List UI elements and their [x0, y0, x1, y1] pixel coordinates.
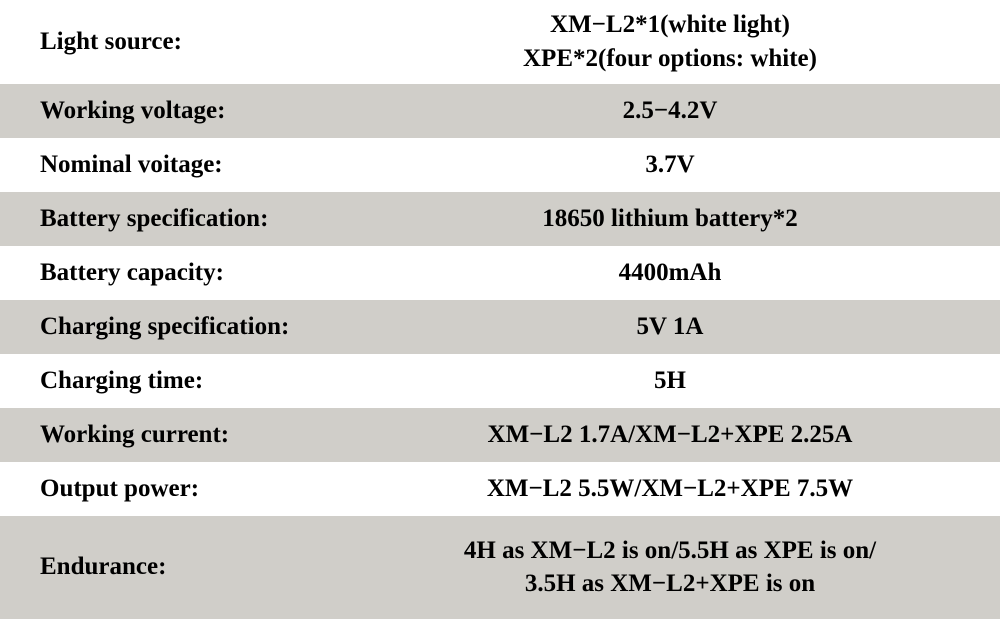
spec-label: Charging specification: — [0, 313, 370, 341]
spec-label: Working current: — [0, 421, 370, 449]
spec-value: XM−L2 5.5W/XM−L2+XPE 7.5W — [370, 475, 1000, 503]
spec-label: Nominal voitage: — [0, 151, 370, 179]
table-row: Working current: XM−L2 1.7A/XM−L2+XPE 2.… — [0, 408, 1000, 462]
table-row: Light source: XM−L2*1(white light) XPE*2… — [0, 0, 1000, 84]
spec-label: Light source: — [0, 28, 370, 56]
table-row: Charging time: 5H — [0, 354, 1000, 408]
spec-value: 18650 lithium battery*2 — [370, 205, 1000, 233]
table-row: Battery capacity: 4400mAh — [0, 246, 1000, 300]
table-row: Working voltage: 2.5−4.2V — [0, 84, 1000, 138]
spec-label: Output power: — [0, 475, 370, 503]
table-row: Output power: XM−L2 5.5W/XM−L2+XPE 7.5W — [0, 462, 1000, 516]
spec-label: Battery capacity: — [0, 259, 370, 287]
spec-value: 2.5−4.2V — [370, 97, 1000, 125]
spec-label: Charging time: — [0, 367, 370, 395]
value-line: XPE*2(four options: white) — [370, 42, 970, 76]
spec-table: Light source: XM−L2*1(white light) XPE*2… — [0, 0, 1000, 619]
spec-value: 5H — [370, 367, 1000, 395]
spec-label: Battery specification: — [0, 205, 370, 233]
spec-label: Endurance: — [0, 553, 370, 581]
spec-value: 4400mAh — [370, 259, 1000, 287]
spec-value: XM−L2*1(white light) XPE*2(four options:… — [370, 8, 1000, 76]
spec-value: 4H as XM−L2 is on/5.5H as XPE is on/ 3.5… — [370, 534, 1000, 602]
table-row: Endurance: 4H as XM−L2 is on/5.5H as XPE… — [0, 516, 1000, 620]
table-row: Nominal voitage: 3.7V — [0, 138, 1000, 192]
table-row: Charging specification: 5V 1A — [0, 300, 1000, 354]
table-row: Battery specification: 18650 lithium bat… — [0, 192, 1000, 246]
value-line: 3.5H as XM−L2+XPE is on — [370, 567, 970, 601]
value-line: XM−L2*1(white light) — [370, 8, 970, 42]
spec-value: 5V 1A — [370, 313, 1000, 341]
spec-value: 3.7V — [370, 151, 1000, 179]
spec-value: XM−L2 1.7A/XM−L2+XPE 2.25A — [370, 421, 1000, 449]
spec-label: Working voltage: — [0, 97, 370, 125]
value-line: 4H as XM−L2 is on/5.5H as XPE is on/ — [370, 534, 970, 568]
